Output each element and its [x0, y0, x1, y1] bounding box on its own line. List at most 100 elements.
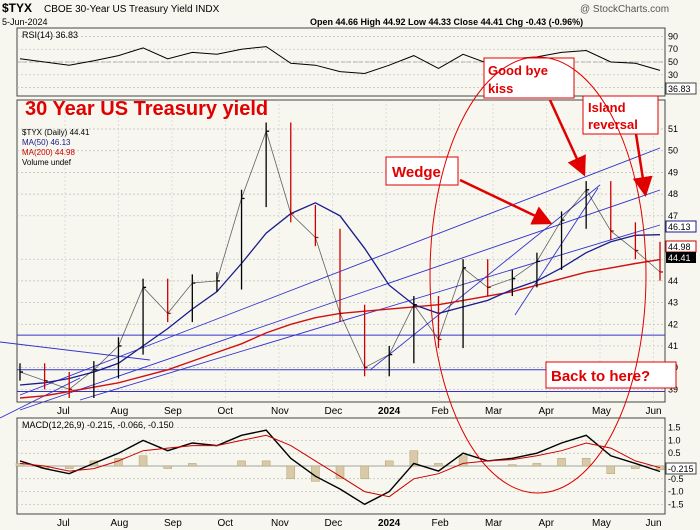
month-label: May [592, 406, 611, 417]
month-label-bottom: Apr [539, 518, 555, 529]
macd-tick-label: 0.5 [668, 448, 681, 458]
month-label: Dec [325, 406, 343, 417]
rsi-tick-label: 50 [668, 57, 678, 67]
month-label: Oct [218, 406, 234, 417]
back-to-here-box [545, 361, 677, 389]
macd-tick-label: -1.5 [668, 499, 684, 509]
macd-histogram-bar [581, 458, 591, 467]
price-close-line [19, 129, 661, 390]
rsi-line [19, 46, 661, 75]
macd-histogram-bar [335, 465, 345, 480]
price-tick-label: 51 [668, 124, 678, 134]
macd-histogram-bar [261, 460, 271, 467]
macd-histogram-bar [631, 465, 640, 469]
instrument-name: CBOE 30-Year US Treasury Yield INDX [44, 4, 220, 15]
month-label-bottom: Feb [432, 518, 450, 529]
month-label-bottom: 2024 [378, 518, 401, 529]
month-label: 2024 [378, 406, 401, 417]
price-tick-label: 49 [668, 167, 678, 177]
good-bye-kiss-arrow [548, 99, 586, 177]
month-label-bottom: Jul [57, 518, 70, 529]
good-bye-kiss-box [483, 57, 575, 99]
svg-text:44.98: 44.98 [668, 242, 691, 252]
macd-histogram-bar [434, 463, 443, 467]
legend-line-3: Volume undef [22, 158, 72, 167]
price-tick-label: 47 [668, 211, 678, 221]
highlight-ellipse [429, 56, 647, 494]
macd-tick-label: -1.0 [668, 487, 684, 497]
macd-histogram-bar [188, 463, 197, 467]
month-label: Jul [57, 406, 70, 417]
macd-histogram-bar [557, 458, 566, 467]
svg-text:-0.215: -0.215 [668, 464, 694, 474]
trendline [0, 341, 151, 361]
macd-tick-label: 1.0 [668, 435, 681, 445]
macd-histogram-bar [64, 465, 74, 469]
price-tick-label: 43 [668, 298, 678, 308]
macd-histogram-bar [138, 455, 148, 467]
island-reversal-arrow [632, 133, 653, 197]
value-tag-ma200: 44.98 [665, 240, 697, 253]
macd-histogram-bar [237, 460, 246, 467]
value-tag-ma50: 46.13 [665, 220, 697, 233]
rsi-label: RSI(14) 36.83 [22, 30, 78, 40]
trendline [0, 377, 81, 419]
back-to-here-label: Back to here? [551, 368, 650, 385]
month-label: Nov [271, 406, 289, 417]
legend-line-0: $TYX (Daily) 44.41 [22, 128, 90, 137]
price-panel [16, 99, 666, 403]
price-tick-label: 44 [668, 276, 678, 286]
macd-histogram-bar [360, 465, 369, 480]
month-label: Aug [111, 406, 129, 417]
value-tag-rsi: 36.83 [665, 82, 697, 95]
svg-text:36.83: 36.83 [668, 84, 691, 94]
rsi-tick-label: 90 [668, 31, 678, 41]
month-label: Mar [485, 406, 503, 417]
trendline [79, 224, 661, 401]
month-label-bottom: Nov [271, 518, 289, 529]
month-label: Sep [164, 406, 182, 417]
macd-histogram-bar [409, 450, 419, 467]
macd-tick-label: -0.5 [668, 474, 684, 484]
rsi-tick-label: 70 [668, 44, 678, 54]
price-tick-label: 41 [668, 341, 678, 351]
ma50-line [19, 202, 661, 386]
macd-histogram-bar [532, 463, 542, 467]
island-reversal-box [582, 95, 659, 135]
macd-histogram-bar [458, 455, 468, 467]
macd-histogram-bar [163, 465, 172, 469]
svg-text:44.41: 44.41 [668, 253, 691, 263]
month-label-bottom: Mar [485, 518, 503, 529]
ohlc-readout: Open 44.66 High 44.92 Low 44.33 Close 44… [310, 17, 583, 27]
macd-histogram-bar [508, 464, 517, 467]
month-label-bottom: Aug [111, 518, 129, 529]
macd-histogram-bar [655, 465, 665, 471]
island-reversal-line2: reversal [588, 117, 638, 132]
macd-signal-line [19, 434, 661, 498]
watermark: @ StockCharts.com [580, 4, 669, 15]
month-label-bottom: Dec [325, 518, 343, 529]
macd-label: MACD(12,26,9) -0.215, -0.066, -0.150 [22, 420, 174, 430]
month-label: Feb [432, 406, 450, 417]
macd-line [19, 429, 661, 506]
price-tick-label: 48 [668, 189, 678, 199]
legend-line-1: MA(50) 46.13 [22, 138, 71, 147]
macd-tick-label: 1.5 [668, 423, 681, 433]
legend-line-2: MA(200) 44.98 [22, 148, 75, 157]
rsi-tick-label: 30 [668, 70, 678, 80]
wedge-label: Wedge [392, 164, 441, 181]
value-tag-macd: -0.215 [665, 462, 697, 475]
good-bye-kiss-line2: kiss [488, 81, 513, 96]
month-label: Apr [539, 406, 555, 417]
month-label-bottom: Oct [218, 518, 234, 529]
trendline [514, 187, 599, 316]
macd-histogram-bar [606, 465, 616, 474]
header-date: 5-Jun-2024 [2, 17, 48, 27]
good-bye-kiss-line1: Good bye [488, 63, 548, 78]
price-tick-label: 39 [668, 384, 678, 394]
month-label-bottom: May [592, 518, 611, 529]
month-label-bottom: Sep [164, 518, 182, 529]
month-label: Jun [646, 406, 662, 417]
chart-title-annotation: 30 Year US Treasury yield [25, 98, 268, 120]
